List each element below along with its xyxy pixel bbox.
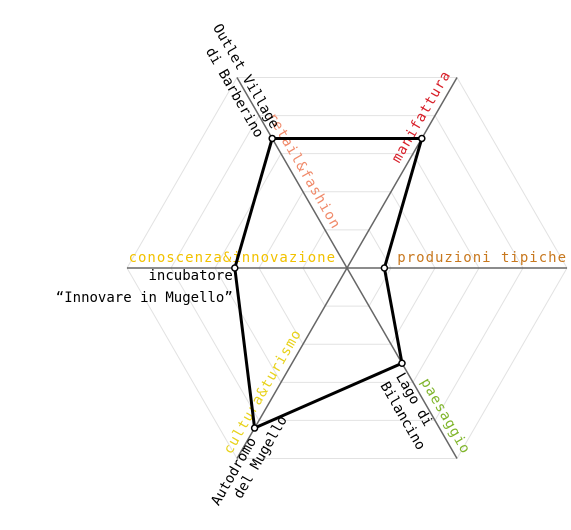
point-label: incubatore “Innovare in Mugello” bbox=[56, 268, 233, 306]
point-label-line: incubatore bbox=[149, 268, 233, 284]
axis-line bbox=[346, 77, 458, 269]
data-point bbox=[418, 134, 426, 143]
axis-line bbox=[236, 77, 348, 269]
axis-label: retail&fashion bbox=[264, 110, 344, 232]
axis-label: conoscenza&innovazione bbox=[129, 250, 336, 266]
data-point bbox=[250, 424, 259, 432]
data-point bbox=[268, 134, 276, 143]
axis-label: manifattura bbox=[389, 68, 455, 166]
data-point bbox=[380, 264, 389, 272]
data-point bbox=[231, 264, 239, 272]
axis-label: produzioni tipiche bbox=[397, 250, 567, 266]
point-label-line: “Innovare in Mugello” bbox=[56, 290, 233, 306]
data-point bbox=[398, 359, 406, 368]
